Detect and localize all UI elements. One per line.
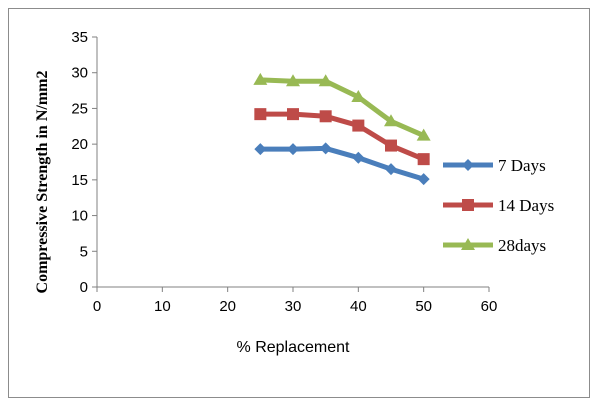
legend-swatch-marker	[462, 159, 474, 171]
x-tick-label: 20	[219, 298, 236, 315]
data-point	[352, 151, 365, 164]
data-point	[253, 72, 268, 85]
ticks: 0 5 10 15 20 25 30 35 0 10 20 30 40 50 60	[71, 29, 497, 315]
series-line	[257, 145, 427, 182]
y-tick-label: 15	[71, 172, 88, 189]
x-tick-label: 40	[350, 298, 367, 315]
data-point	[254, 143, 267, 156]
y-tick-label: 10	[71, 208, 88, 225]
data-point	[385, 163, 397, 176]
data-point	[286, 74, 300, 87]
data-point	[287, 108, 299, 121]
legend-swatch-marker	[461, 238, 475, 250]
data-point	[384, 114, 398, 127]
legend-label: 7 Days	[498, 156, 546, 175]
legend-item: 28days	[443, 236, 546, 255]
data-point	[385, 139, 397, 152]
data-point	[254, 108, 267, 121]
legend-item: 7 Days	[443, 156, 546, 175]
data-point	[318, 74, 333, 87]
x-tick-label: 10	[154, 298, 171, 315]
data-point	[287, 143, 299, 156]
series-3	[253, 72, 431, 141]
y-tick-label: 25	[71, 100, 88, 117]
x-axis-title: % Replacement	[237, 339, 351, 356]
legend: 7 Days 14 Days 28days	[443, 156, 554, 255]
y-tick-label: 35	[71, 29, 88, 46]
data-point	[417, 173, 430, 186]
y-tick-label: 30	[71, 65, 88, 82]
x-tick-label: 0	[93, 298, 101, 315]
legend-swatch-marker	[462, 199, 474, 211]
legend-label: 28days	[498, 236, 546, 255]
series-2	[254, 108, 430, 166]
x-tick-label: 60	[481, 298, 498, 315]
series-layer	[253, 72, 431, 186]
data-point	[351, 90, 366, 102]
data-point	[319, 110, 332, 123]
data-point	[352, 119, 365, 132]
x-tick-label: 30	[285, 298, 302, 315]
x-tick-label: 50	[415, 298, 432, 315]
data-point	[416, 128, 431, 141]
data-point	[319, 142, 332, 155]
y-tick-label: 0	[80, 279, 88, 296]
legend-item: 14 Days	[443, 196, 554, 215]
legend-label: 14 Days	[498, 196, 554, 215]
y-tick-label: 20	[71, 136, 88, 153]
series-line	[257, 77, 427, 139]
series-1	[254, 142, 430, 186]
y-tick-label: 5	[80, 243, 88, 260]
data-point	[417, 153, 430, 166]
y-axis-title: Compressive Strength in N/mm2	[34, 71, 51, 294]
